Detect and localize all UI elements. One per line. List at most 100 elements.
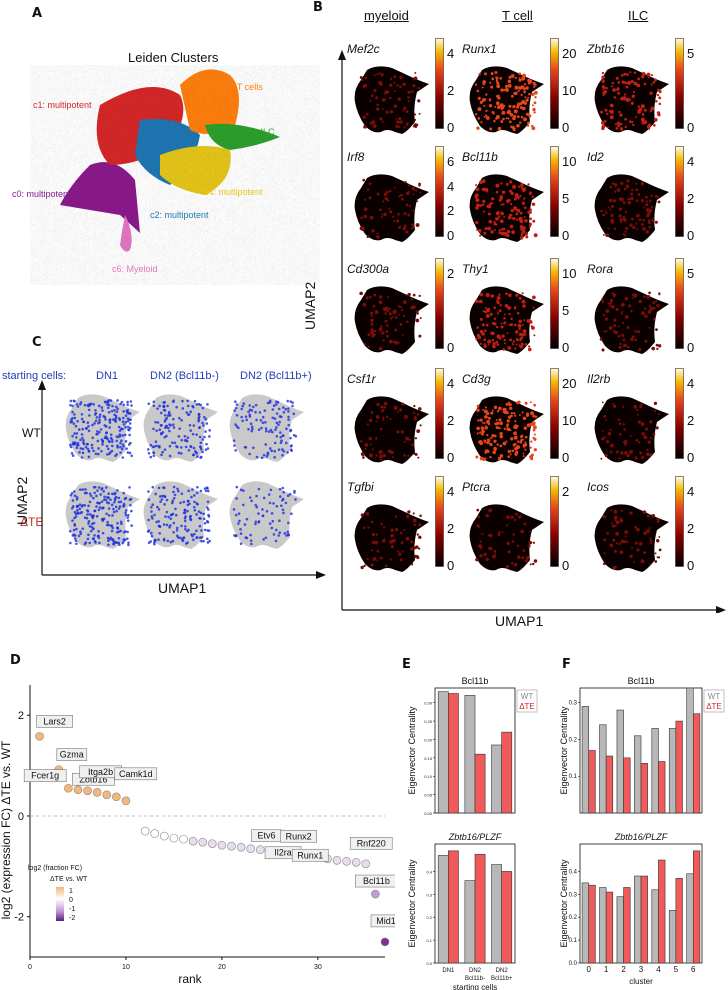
cell-dot [282,491,285,494]
cell-dot [71,505,75,508]
expr-dot [524,343,528,346]
expr-dot [513,206,517,210]
gene-umap-tile [594,504,669,572]
expr-dot [603,414,607,418]
cell-dot [110,503,114,507]
expr-dot [607,431,612,436]
cell-dot [171,441,174,444]
cell-dot [98,421,101,424]
cell-dot [199,445,202,449]
expr-dot [489,81,492,84]
cell-dot [95,432,98,436]
expr-dot [643,108,647,112]
cell-dot [283,532,287,535]
cell-dot [152,451,155,454]
expr-dot [633,294,636,298]
cell-dot [199,441,203,445]
expr-dot [512,184,517,189]
expr-dot [397,550,400,553]
expr-dot [392,455,394,458]
expr-dot [522,73,526,78]
cell-dot [186,541,189,545]
cell-dot [115,509,118,513]
cell-dot [109,436,113,440]
cell-dot [152,400,156,404]
cell-dot [149,443,153,447]
expr-dot [658,96,662,100]
expr-dot [515,293,519,297]
cell-dot [75,403,79,406]
cell-dot [87,504,90,508]
expr-dot [394,90,396,93]
expr-dot [487,212,491,216]
cell-dot [199,489,203,493]
cell-dot [198,524,202,528]
colorbar-tick-label: 2 [687,191,695,206]
gene-umap-tile [354,174,429,242]
cell-dot [197,415,201,418]
cell-dot [147,541,151,545]
expr-dot [651,107,654,111]
cluster-label-c2: c2: multipotent [150,210,209,220]
cell-dot [199,456,202,459]
expr-dot [509,453,512,456]
gene-umap-tile [469,66,544,134]
expr-dot [390,528,394,532]
expr-dot [626,179,630,183]
expr-dot [519,339,522,342]
expr-dot [523,90,527,94]
gene-label: Thy1 [462,262,489,276]
cell-dot [183,434,187,438]
cell-dot [234,423,237,426]
cell-dot [128,451,132,455]
expr-dot [524,448,527,451]
d-point [351,858,361,867]
x-tick-label: Bcl11b+ [491,976,513,982]
starting-cells-umap-tile [143,481,218,549]
bar [616,709,624,814]
cell-dot [198,536,202,540]
expr-dot [531,202,536,206]
expr-dot [407,184,411,187]
expr-dot [652,432,656,436]
expr-dot [405,203,409,207]
expr-dot [605,86,609,90]
expr-dot [649,420,653,424]
cell-dot [106,520,109,524]
expr-dot [632,225,636,230]
panel-label-d: D [10,653,21,668]
cell-dot [78,507,82,511]
cell-dot [159,432,163,436]
expr-dot [514,76,517,79]
colorbar [550,258,559,349]
expr-dot [625,226,629,230]
cluster-label-c4: c4: multipotent [204,187,263,197]
expr-dot [495,101,500,106]
cell-dot [115,435,119,438]
expr-dot [650,74,654,77]
cell-dot [93,534,96,537]
cell-dot [152,454,156,458]
d-point [112,792,121,802]
expr-dot [369,99,372,102]
bar [464,880,476,964]
cell-dot [127,543,130,547]
expr-dot [504,304,509,308]
expr-dot [502,348,506,351]
d-x-tick-label: 20 [218,964,226,971]
expr-dot [399,75,403,80]
expr-dot [653,124,656,127]
cell-dot [195,529,198,532]
d-point [150,829,160,838]
expr-dot [407,454,410,457]
expr-dot [523,197,526,200]
expr-dot [628,304,632,308]
expr-dot [641,311,645,315]
expr-dot [504,313,506,316]
cell-dot [291,404,294,408]
expr-dot [618,110,621,114]
cell-dot [111,444,114,448]
cell-dot [107,514,111,517]
expr-dot [613,324,617,328]
